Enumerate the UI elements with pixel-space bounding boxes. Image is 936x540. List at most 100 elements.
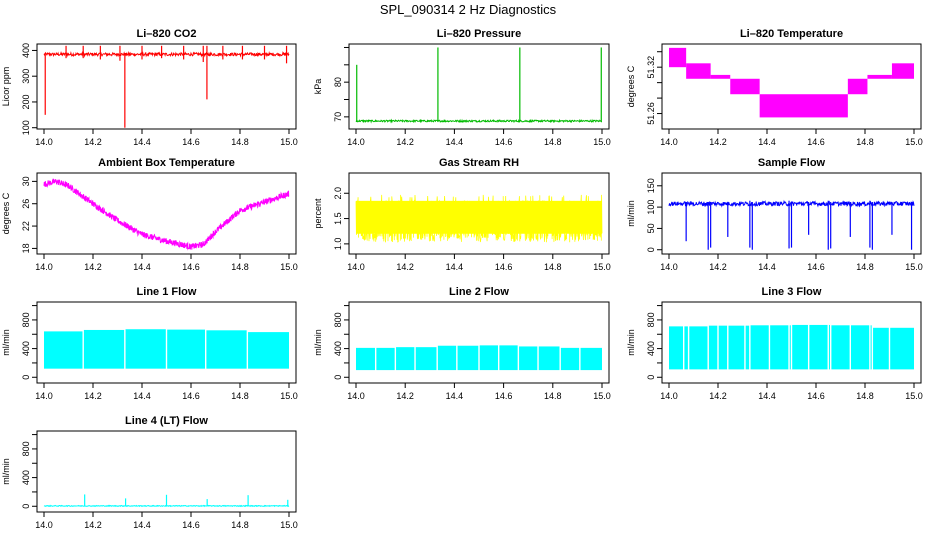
panel-li_temp: Li–820 Temperature degrees C 51.26 51.32 14.…	[626, 28, 923, 147]
panel-line2: Line 2 Flow ml/min 0 400 800 14.0 14.2 14.4 14.6…	[313, 286, 611, 401]
series-band	[247, 332, 289, 369]
x-tick-label: 15.0	[905, 391, 923, 401]
panel-line3: Line 3 Flow ml/min 0 400 800 14.0 14.2 14.4 14.6…	[626, 286, 923, 401]
y-tick-label: 150	[646, 178, 656, 193]
panel-frame	[661, 301, 922, 384]
y-tick-label: 0	[646, 375, 656, 380]
y-axis-label: Licor ppm	[1, 67, 11, 107]
y-tick-label: 100	[646, 200, 656, 215]
x-tick-label: 14.4	[758, 137, 776, 147]
y-tick-label: 400	[21, 43, 31, 58]
y-tick-label: 51.32	[646, 56, 656, 79]
series-band	[669, 47, 687, 68]
x-tick-label: 14.8	[856, 262, 874, 272]
series-band	[791, 324, 831, 370]
x-tick-label: 14.4	[446, 391, 464, 401]
y-tick-label: 0	[21, 375, 31, 380]
panel-sample_flow: Sample Flow ml/min 0 50 100 150 14.0 14.2 14.4 14…	[626, 157, 923, 272]
series-band	[518, 346, 561, 371]
series-band	[708, 325, 750, 370]
x-tick-label: 14.0	[660, 262, 678, 272]
x-tick-label: 14.0	[347, 137, 365, 147]
x-tick-label: 14.6	[807, 137, 825, 147]
series-band	[395, 347, 438, 371]
y-tick-label: 0	[21, 504, 31, 509]
x-tick-label: 15.0	[280, 137, 298, 147]
series-line4	[43, 494, 290, 508]
y-tick-label: 200	[21, 94, 31, 109]
series-band	[759, 94, 848, 118]
series-band	[83, 329, 125, 369]
y-axis-label: ml/min	[1, 329, 11, 356]
y-tick-label: 1.5	[333, 212, 343, 225]
x-tick-label: 14.2	[709, 391, 727, 401]
y-tick-label: 400	[646, 341, 656, 356]
y-axis-label: ml/min	[313, 329, 323, 356]
panel-co2: Li–820 CO2 Licor ppm 100 200 300 400 14.0 14.2 1…	[1, 28, 298, 147]
x-tick-label: 14.4	[758, 262, 776, 272]
y-tick-label: 26	[21, 199, 31, 209]
x-tick-label: 14.8	[544, 137, 562, 147]
series-li_temp	[669, 47, 914, 118]
series-band	[891, 63, 914, 79]
y-tick-label: 0	[333, 375, 343, 380]
panel-frame	[36, 43, 297, 130]
x-tick-label: 14.2	[84, 262, 102, 272]
panel-title: Line 1 Flow	[137, 286, 197, 298]
series-line	[355, 194, 603, 243]
x-tick-label: 14.2	[396, 137, 414, 147]
x-tick-label: 14.6	[182, 137, 200, 147]
x-tick-label: 14.0	[660, 391, 678, 401]
series-box_temp	[43, 178, 290, 251]
x-tick-label: 15.0	[280, 520, 298, 530]
x-tick-label: 14.4	[133, 520, 151, 530]
x-tick-label: 14.4	[446, 262, 464, 272]
x-tick-label: 14.8	[856, 137, 874, 147]
y-axis-label: ml/min	[626, 200, 636, 227]
figure-title: SPL_090314 2 Hz Diagnostics	[379, 2, 557, 17]
x-tick-label: 14.6	[807, 391, 825, 401]
series-band	[44, 331, 84, 369]
x-tick-label: 15.0	[905, 262, 923, 272]
series-band	[847, 78, 868, 95]
panel-rh: Gas Stream RH percent 1.0 1.5 2.0 14.0 14.2 14.…	[313, 157, 611, 272]
y-tick-label: 70	[333, 112, 343, 122]
series-line2	[356, 312, 602, 373]
series-line	[355, 118, 602, 124]
x-tick-label: 15.0	[593, 137, 611, 147]
series-band	[686, 63, 711, 79]
x-tick-label: 15.0	[593, 262, 611, 272]
y-axis-label: ml/min	[626, 329, 636, 356]
series-band	[867, 74, 892, 79]
y-tick-label: 50	[646, 223, 656, 233]
panel-frame	[661, 43, 922, 130]
x-tick-label: 15.0	[280, 391, 298, 401]
x-tick-label: 14.2	[396, 262, 414, 272]
x-tick-label: 14.0	[35, 262, 53, 272]
panel-line1: Line 1 Flow ml/min 0 400 800 14.0 14.2 14.4 14.6…	[1, 286, 298, 401]
series-band	[730, 78, 760, 95]
series-line3	[669, 312, 914, 373]
x-tick-label: 14.8	[544, 391, 562, 401]
y-tick-label: 100	[21, 120, 31, 135]
panel-title: Gas Stream RH	[439, 157, 519, 169]
y-axis-label: ml/min	[1, 458, 11, 485]
x-tick-label: 14.0	[35, 520, 53, 530]
y-axis-label: degrees C	[1, 192, 11, 234]
panel-frame	[36, 430, 297, 513]
series-co2	[43, 45, 290, 128]
x-tick-label: 14.2	[396, 391, 414, 401]
panel-frame	[36, 301, 297, 384]
x-tick-label: 14.4	[133, 391, 151, 401]
x-tick-label: 14.0	[35, 391, 53, 401]
x-tick-label: 14.6	[182, 262, 200, 272]
x-tick-label: 14.6	[182, 520, 200, 530]
x-tick-label: 14.2	[709, 137, 727, 147]
x-tick-label: 14.4	[133, 262, 151, 272]
y-tick-label: 400	[21, 341, 31, 356]
panel-frame	[348, 43, 610, 130]
series-sample_flow	[668, 199, 915, 250]
panel-title: Line 4 (LT) Flow	[125, 415, 208, 427]
series-band	[710, 74, 731, 79]
